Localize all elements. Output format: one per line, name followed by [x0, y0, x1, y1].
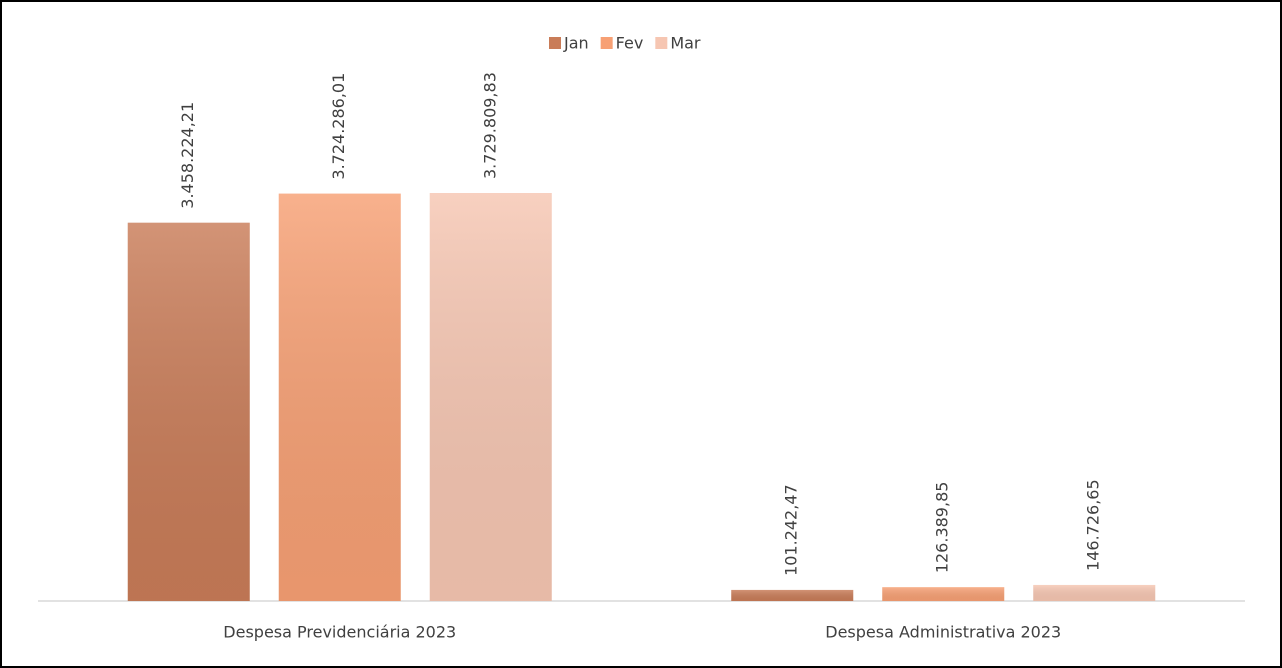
data-label: 3.729.809,83 — [480, 72, 499, 179]
data-label: 101.242,47 — [782, 484, 801, 576]
bar-shade — [731, 589, 854, 601]
legend-label: Mar — [670, 34, 701, 53]
legend-swatch — [600, 37, 613, 49]
bar-shade — [882, 587, 1005, 601]
data-label: 146.726,65 — [1084, 479, 1103, 571]
legend-swatch — [655, 37, 668, 49]
x-tick-label: Despesa Administrativa 2023 — [825, 623, 1061, 642]
data-label: 126.389,85 — [933, 482, 952, 574]
bar-shade — [429, 193, 552, 601]
legend-swatch — [549, 37, 561, 49]
bar-shade — [1033, 584, 1156, 601]
data-label: 3.724.286,01 — [329, 73, 348, 180]
data-label: 3.458.224,21 — [178, 102, 197, 209]
bar-shade — [127, 222, 250, 601]
legend-label: Fev — [616, 34, 644, 53]
x-tick-label: Despesa Previdenciária 2023 — [223, 623, 456, 642]
legend-label: Jan — [563, 34, 589, 53]
bar-shade — [278, 193, 401, 601]
